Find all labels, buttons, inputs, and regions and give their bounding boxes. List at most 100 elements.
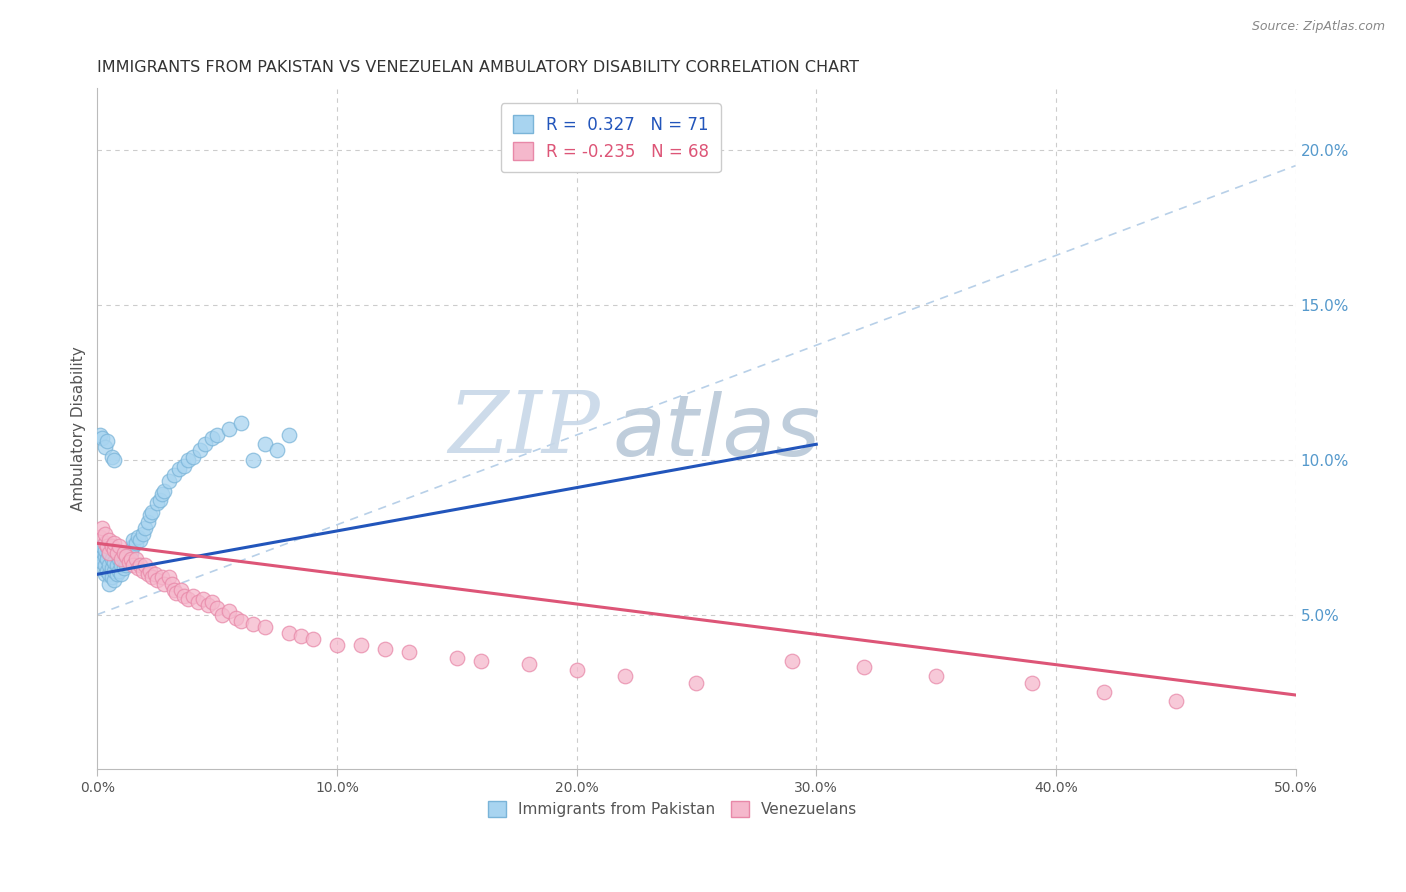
Point <box>1092 685 1115 699</box>
Point <box>110 551 132 566</box>
Point <box>565 663 588 677</box>
Point <box>278 626 301 640</box>
Point <box>91 555 114 569</box>
Point <box>326 639 349 653</box>
Point <box>98 558 121 572</box>
Point <box>115 558 138 572</box>
Point <box>125 551 148 566</box>
Point <box>129 533 152 548</box>
Point <box>91 561 114 575</box>
Point <box>93 527 115 541</box>
Point <box>170 582 193 597</box>
Point <box>153 576 176 591</box>
Point <box>163 582 186 597</box>
Point <box>89 428 111 442</box>
Point <box>190 443 212 458</box>
Point <box>201 595 224 609</box>
Point <box>112 561 135 575</box>
Point <box>173 458 195 473</box>
Point <box>165 586 187 600</box>
Point <box>98 576 121 591</box>
Point <box>134 558 156 572</box>
Point <box>127 530 149 544</box>
Point <box>115 546 138 560</box>
Point <box>110 558 132 572</box>
Point <box>96 551 118 566</box>
Point <box>93 558 115 572</box>
Point <box>143 567 166 582</box>
Point <box>925 669 948 683</box>
Point <box>302 632 325 647</box>
Point <box>103 555 125 569</box>
Point <box>96 540 118 554</box>
Point <box>197 599 219 613</box>
Point <box>139 564 162 578</box>
Point <box>181 450 204 464</box>
Point <box>93 441 115 455</box>
Point <box>122 540 145 554</box>
Text: IMMIGRANTS FROM PAKISTAN VS VENEZUELAN AMBULATORY DISABILITY CORRELATION CHART: IMMIGRANTS FROM PAKISTAN VS VENEZUELAN A… <box>97 60 859 75</box>
Point <box>278 428 301 442</box>
Point <box>141 570 163 584</box>
Point <box>134 521 156 535</box>
Point <box>103 452 125 467</box>
Point <box>98 533 121 548</box>
Point <box>173 589 195 603</box>
Point <box>136 567 159 582</box>
Point <box>103 564 125 578</box>
Point <box>91 540 114 554</box>
Point <box>93 542 115 557</box>
Point <box>191 592 214 607</box>
Point <box>398 645 420 659</box>
Point <box>132 527 155 541</box>
Point <box>157 475 180 489</box>
Text: atlas: atlas <box>613 391 821 474</box>
Text: ZIP: ZIP <box>449 387 600 470</box>
Point <box>98 546 121 560</box>
Point <box>117 551 139 566</box>
Point <box>153 483 176 498</box>
Point <box>160 576 183 591</box>
Point <box>141 505 163 519</box>
Point <box>100 540 122 554</box>
Point <box>108 564 131 578</box>
Point <box>100 561 122 575</box>
Point <box>105 558 128 572</box>
Point <box>374 641 396 656</box>
Point <box>98 567 121 582</box>
Point <box>1021 675 1043 690</box>
Point <box>103 542 125 557</box>
Point <box>167 462 190 476</box>
Point <box>105 567 128 582</box>
Point <box>96 540 118 554</box>
Point <box>853 660 876 674</box>
Point <box>163 468 186 483</box>
Point <box>218 604 240 618</box>
Point <box>105 546 128 560</box>
Point <box>211 607 233 622</box>
Point <box>98 546 121 560</box>
Point <box>1164 694 1187 708</box>
Point <box>139 508 162 523</box>
Point <box>782 654 804 668</box>
Point <box>112 551 135 566</box>
Point <box>96 434 118 449</box>
Point <box>112 546 135 560</box>
Point <box>254 437 277 451</box>
Text: Source: ZipAtlas.com: Source: ZipAtlas.com <box>1251 20 1385 33</box>
Point <box>194 437 217 451</box>
Point <box>149 493 172 508</box>
Point <box>117 555 139 569</box>
Point <box>290 629 312 643</box>
Point <box>89 546 111 560</box>
Point <box>100 551 122 566</box>
Point <box>242 452 264 467</box>
Point <box>103 536 125 550</box>
Point <box>93 567 115 582</box>
Point <box>205 428 228 442</box>
Legend: Immigrants from Pakistan, Venezuelans: Immigrants from Pakistan, Venezuelans <box>481 795 863 823</box>
Point <box>100 570 122 584</box>
Point <box>225 610 247 624</box>
Point <box>231 614 253 628</box>
Point <box>254 620 277 634</box>
